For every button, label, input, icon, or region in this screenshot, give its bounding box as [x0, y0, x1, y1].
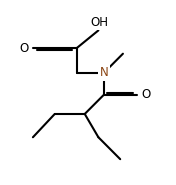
Text: O: O	[141, 88, 151, 101]
Text: O: O	[19, 42, 28, 55]
Text: OH: OH	[90, 16, 108, 29]
Text: N: N	[99, 66, 108, 79]
